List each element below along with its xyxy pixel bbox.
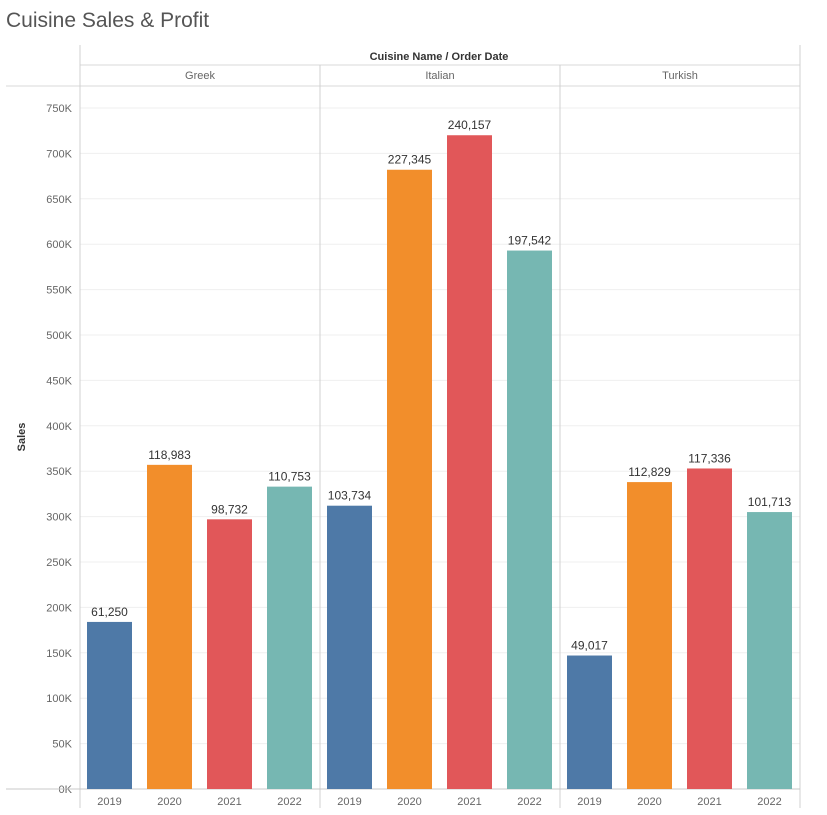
x-tick-label: 2022 [517,796,541,808]
y-tick-label: 0K [59,784,73,796]
bar-greek-2021 [207,519,252,789]
data-label: 227,345 [388,153,432,167]
y-tick-label: 150K [46,648,72,660]
y-tick-label: 750K [46,103,72,115]
column-header-label: Cuisine Name / Order Date [370,51,509,63]
x-tick-label: 2020 [637,796,661,808]
y-tick-label: 200K [46,602,72,614]
data-label: 240,157 [448,118,492,132]
data-label: 98,732 [211,502,248,516]
data-label: 112,829 [628,465,671,479]
y-tick-label: 50K [52,739,72,751]
group-label-greek: Greek [185,70,215,82]
bar-greek-2019 [87,621,132,789]
bar-italian-2020 [387,169,432,789]
y-tick-label: 400K [46,421,72,433]
bar-greek-2022 [267,486,312,789]
x-tick-label: 2019 [577,796,601,808]
data-label: 118,983 [148,448,191,462]
x-tick-label: 2021 [217,796,241,808]
bar-turkish-2020 [627,482,672,789]
data-label: 61,250 [91,605,128,619]
data-label: 110,753 [268,470,311,484]
x-tick-label: 2022 [757,796,781,808]
bar-turkish-2022 [747,512,792,789]
data-label: 49,017 [571,639,608,653]
data-label: 101,713 [748,495,792,509]
data-label: 117,336 [688,451,731,465]
x-tick-label: 2020 [397,796,421,808]
group-label-turkish: Turkish [662,70,698,82]
y-tick-label: 300K [46,512,72,524]
x-tick-label: 2019 [97,796,121,808]
x-tick-label: 2021 [457,796,481,808]
y-axis-label: Sales [16,423,28,452]
bar-greek-2020 [147,464,192,789]
y-tick-label: 600K [46,239,72,251]
bar-italian-2021 [447,135,492,790]
y-tick-label: 100K [46,693,72,705]
bar-turkish-2019 [567,655,612,789]
y-tick-label: 450K [46,375,72,387]
bar-italian-2019 [327,505,372,789]
y-tick-label: 650K [46,194,72,206]
x-tick-label: 2020 [157,796,181,808]
x-tick-label: 2022 [277,796,301,808]
bar-italian-2022 [507,250,552,789]
y-tick-label: 350K [46,466,72,478]
data-label: 103,734 [328,489,372,503]
group-label-italian: Italian [425,70,454,82]
y-tick-label: 500K [46,330,72,342]
y-tick-label: 700K [46,148,72,160]
data-label: 197,542 [508,234,552,248]
y-tick-label: 550K [46,285,72,297]
x-tick-label: 2019 [337,796,361,808]
chart-title: Cuisine Sales & Profit [6,9,210,32]
y-tick-label: 250K [46,557,72,569]
bar-turkish-2021 [687,468,732,789]
x-tick-label: 2021 [697,796,721,808]
